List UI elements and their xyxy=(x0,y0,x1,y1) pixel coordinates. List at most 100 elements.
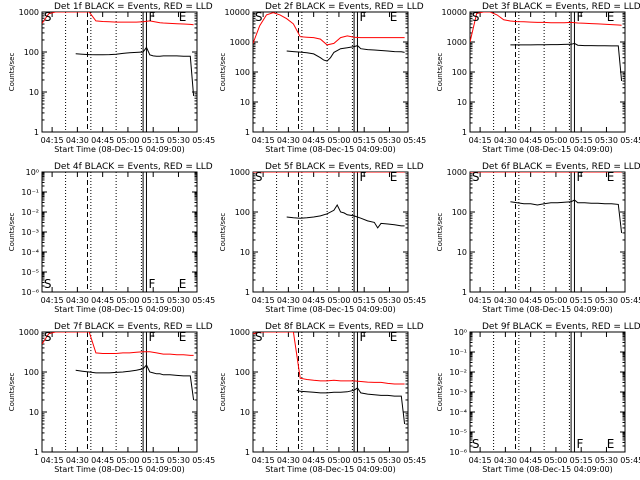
x-tick-label: 04:30 xyxy=(66,456,89,465)
events-series-line xyxy=(286,203,405,229)
y-tick-label: 1000 xyxy=(230,38,250,47)
y-tick-label: 100 xyxy=(24,48,39,57)
y-tick-label: 10⁰ xyxy=(26,168,39,177)
x-tick-label: 04:45 xyxy=(302,136,325,145)
events-series-line xyxy=(296,387,406,425)
x-tick-label: 05:15 xyxy=(142,456,165,465)
lld-series-line xyxy=(253,332,405,385)
x-tick-label: 05:00 xyxy=(544,456,567,465)
y-tick-label: 100 xyxy=(235,68,250,77)
marker-label-s: S xyxy=(44,277,52,291)
x-tick-label: 04:15 xyxy=(252,136,275,145)
y-tick-label: 1 xyxy=(34,128,39,137)
x-tick-label: 04:45 xyxy=(91,296,114,305)
y-tick-label: 10⁻⁶ xyxy=(449,448,467,457)
y-tick-label: 10 xyxy=(240,408,250,417)
chart-panel-9: Det 9f BLACK = Events, RED = LLD 10⁻⁶ 10⁻⁵… xyxy=(436,322,640,474)
y-tick-label: 10⁰ xyxy=(454,328,467,337)
series-group xyxy=(253,332,406,425)
panel-title: Det 7f BLACK = Events, RED = LLD xyxy=(54,322,213,332)
marker-label-s: S xyxy=(472,170,480,184)
events-series-line xyxy=(75,46,195,96)
x-tick-label: 05:30 xyxy=(378,456,401,465)
y-tick-label: 10 xyxy=(29,88,39,97)
y-axis-label: Counts/sec xyxy=(219,53,227,92)
y-tick-label: 1 xyxy=(34,448,39,457)
x-tick-label: 04:30 xyxy=(277,136,300,145)
y-tick-label: 10000 xyxy=(442,8,467,17)
x-tick-label: 05:15 xyxy=(570,296,593,305)
x-tick-label: 05:45 xyxy=(620,296,640,305)
y-tick-label: 10⁻⁵ xyxy=(21,268,39,277)
marker-label-f: F xyxy=(576,170,583,184)
panel-title: Det 4f BLACK = Events, RED = LLD xyxy=(54,162,213,172)
marker-label-e: E xyxy=(179,330,187,344)
x-tick-label: 05:00 xyxy=(327,296,350,305)
y-tick-label: 100 xyxy=(452,68,467,77)
panel-title: Det 2f BLACK = Events, RED = LLD xyxy=(265,2,424,12)
y-tick-label: 100 xyxy=(235,208,250,217)
x-tick-label: 04:30 xyxy=(494,456,517,465)
lld-series-line xyxy=(42,332,194,356)
x-tick-label: 05:30 xyxy=(167,456,190,465)
x-tick-label: 05:00 xyxy=(116,296,139,305)
x-tick-label: 04:30 xyxy=(494,296,517,305)
x-tick-label: 04:30 xyxy=(277,296,300,305)
x-axis-label: Start Time (08-Dec-15 04:09:00) xyxy=(54,465,185,474)
x-tick-label: 05:30 xyxy=(378,296,401,305)
marker-label-s: S xyxy=(472,437,480,451)
x-tick-label: 05:00 xyxy=(327,136,350,145)
series-group xyxy=(470,12,623,82)
x-tick-label: 05:00 xyxy=(116,456,139,465)
marker-label-f: F xyxy=(576,10,583,24)
y-tick-label: 10 xyxy=(240,98,250,107)
x-tick-label: 05:30 xyxy=(167,136,190,145)
x-axis-label: Start Time (08-Dec-15 04:09:00) xyxy=(482,145,613,154)
x-tick-label: 05:15 xyxy=(353,456,376,465)
x-tick-label: 05:15 xyxy=(353,136,376,145)
y-tick-label: 10 xyxy=(457,98,467,107)
chart-panel-8: Det 8f BLACK = Events, RED = LLD 1 10 100 10… xyxy=(219,322,426,474)
y-tick-label: 1 xyxy=(462,288,467,297)
x-axis-label: Start Time (08-Dec-15 04:09:00) xyxy=(265,465,396,474)
chart-panel-6: Det 6f BLACK = Events, RED = LLD 1 10 100 10… xyxy=(436,162,640,314)
y-tick-label: 1000 xyxy=(447,168,467,177)
y-tick-label: 10⁻¹ xyxy=(21,188,39,197)
panel-title: Det 6f BLACK = Events, RED = LLD xyxy=(482,162,640,172)
y-tick-label: 10 xyxy=(29,408,39,417)
events-series-line xyxy=(510,199,623,233)
lld-series-line xyxy=(470,12,622,43)
series-group xyxy=(42,332,195,401)
chart-panel-7: Det 7f BLACK = Events, RED = LLD 1 10 100 10… xyxy=(8,322,215,474)
plot-frame xyxy=(252,331,409,453)
x-tick-label: 04:15 xyxy=(41,296,64,305)
x-tick-label: 05:45 xyxy=(192,296,215,305)
marker-label-e: E xyxy=(390,170,398,184)
x-axis-label: Start Time (08-Dec-15 04:09:00) xyxy=(482,465,613,474)
x-axis-label: Start Time (08-Dec-15 04:09:00) xyxy=(54,145,185,154)
x-tick-label: 05:15 xyxy=(570,456,593,465)
marker-label-e: E xyxy=(179,277,187,291)
lld-series-line xyxy=(253,12,405,46)
lld-series-line xyxy=(42,12,194,26)
y-tick-label: 1 xyxy=(245,288,250,297)
x-tick-label: 04:45 xyxy=(91,456,114,465)
x-tick-label: 05:45 xyxy=(192,136,215,145)
x-tick-label: 04:15 xyxy=(252,456,275,465)
y-tick-label: 10⁻³ xyxy=(449,388,467,397)
y-tick-label: 10⁻¹ xyxy=(449,348,467,357)
marker-label-s: S xyxy=(255,10,263,24)
y-tick-label: 100 xyxy=(452,208,467,217)
panel-title: Det 3f BLACK = Events, RED = LLD xyxy=(482,2,640,12)
series-group xyxy=(253,12,405,62)
marker-label-f: F xyxy=(359,170,366,184)
marker-label-f: F xyxy=(148,330,155,344)
y-axis-label: Counts/sec xyxy=(8,373,16,412)
x-tick-label: 04:30 xyxy=(277,456,300,465)
marker-label-e: E xyxy=(390,10,398,24)
y-tick-label: 10 xyxy=(240,248,250,257)
y-axis-label: Counts/sec xyxy=(8,213,16,252)
y-tick-label: 10⁻³ xyxy=(21,228,39,237)
series-group xyxy=(253,172,405,229)
